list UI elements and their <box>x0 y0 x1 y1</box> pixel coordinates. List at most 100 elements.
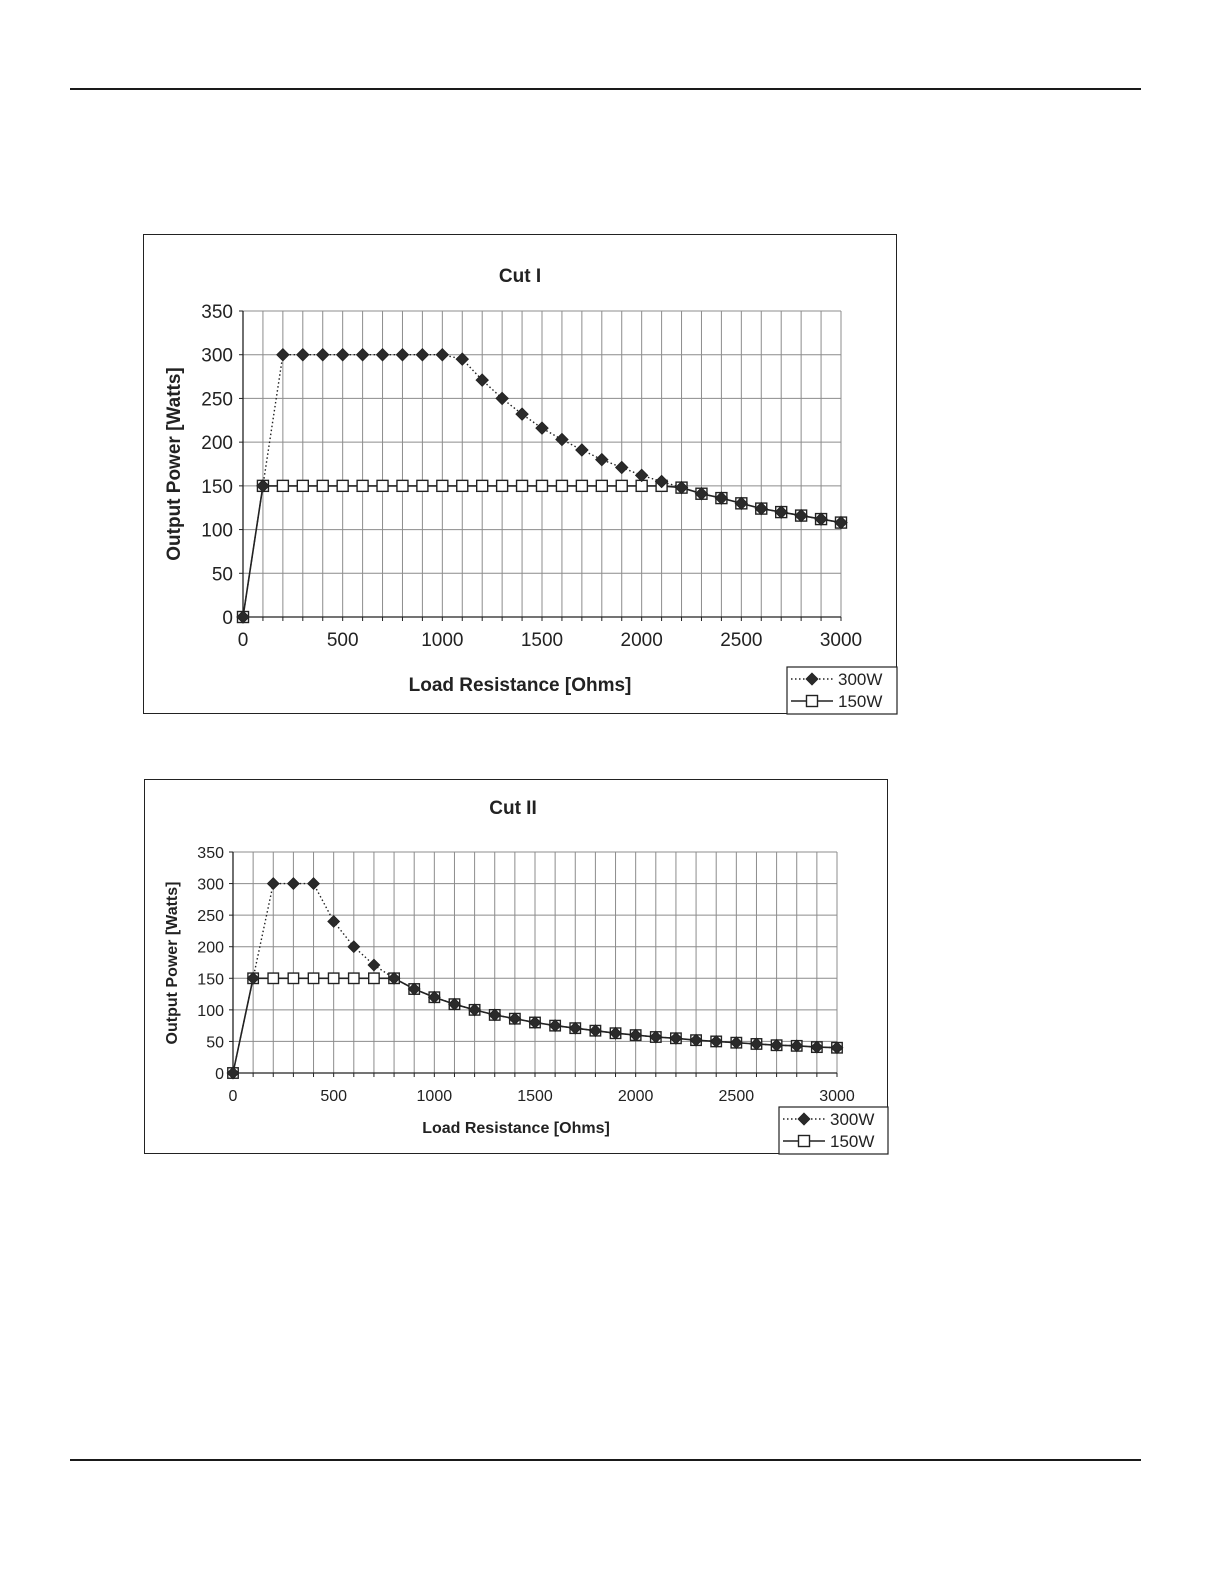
chart-2-legend-marker <box>797 1112 811 1126</box>
chart-1-point-150W <box>515 479 529 493</box>
chart-1-point-300W <box>355 347 370 362</box>
chart-1-point-300W <box>335 347 350 362</box>
chart-1-legend-label: 300W <box>838 670 882 689</box>
chart-1-point-300W <box>515 407 529 421</box>
chart-1-y-tick-label: 200 <box>201 433 233 454</box>
chart-2-point-300W <box>407 982 421 996</box>
chart-2-point-300W <box>709 1034 723 1048</box>
chart-1-x-axis-title: Load Resistance [Ohms] <box>409 675 632 696</box>
chart-1-point-150W <box>535 479 549 493</box>
chart-2-point-300W <box>468 1003 482 1017</box>
chart-2-x-tick-label: 1000 <box>417 1088 453 1105</box>
chart-2-grid <box>232 851 838 1074</box>
chart-2-point-300W <box>649 1030 663 1044</box>
chart-1-legend: 300W 150W <box>786 666 898 715</box>
chart-cut-2-svg: Cut II0 500 1000 1500 2000 2500 30003503002502… <box>164 798 889 1155</box>
chart-2-point-300W <box>488 1008 502 1022</box>
chart-1-point-300W <box>395 347 410 362</box>
chart-1-point-300W <box>734 496 749 511</box>
chart-1-point-300W <box>315 347 330 362</box>
chart-2-legend: 300W 150W <box>778 1106 889 1155</box>
chart-2-point-150W <box>307 972 320 985</box>
chart-1-point-300W <box>754 501 769 516</box>
chart-1-point-300W <box>375 347 390 362</box>
chart-1-point-300W <box>654 474 669 489</box>
chart-1-y-axis-title: Output Power [Watts] <box>164 367 185 561</box>
footer-rule <box>70 1459 1141 1461</box>
chart-1-x-tick-label: 1500 <box>521 630 563 651</box>
chart-1-title: Cut I <box>499 266 541 287</box>
chart-2-y-tick-label: 250 <box>197 908 224 925</box>
chart-2-point-300W <box>508 1012 522 1026</box>
chart-2-point-300W <box>830 1041 844 1055</box>
chart-1-point-150W <box>555 479 569 493</box>
chart-2-point-150W <box>327 972 340 985</box>
chart-2-point-300W <box>689 1033 703 1047</box>
chart-1-y-tick-label: 300 <box>201 346 233 367</box>
chart-1-legend-marker <box>805 694 819 708</box>
chart-2-y-tick-label: 100 <box>197 1003 224 1020</box>
chart-1-point-300W <box>794 508 808 523</box>
chart-2-y-tick-label: 150 <box>197 971 224 988</box>
chart-1-point-300W <box>535 421 549 435</box>
chart-2-legend-label: 150W <box>830 1132 874 1151</box>
chart-cut-1: Cut I 0 500 1000 1500 2000 2500 3000 350 300 250 20… <box>143 234 898 715</box>
chart-1-x-tick-label: 0 <box>238 630 249 651</box>
header-rule <box>70 88 1141 90</box>
chart-2-point-300W <box>729 1036 743 1050</box>
chart-1-point-150W <box>575 479 589 493</box>
chart-1-y-tick-label: 150 <box>201 477 233 498</box>
chart-cut-1-svg: Cut I0 500 1000 1500 2000 2500 300035030025020… <box>164 266 898 715</box>
chart-1-point-300W <box>834 515 848 530</box>
chart-1-point-300W <box>774 505 788 519</box>
chart-1-point-300W <box>475 373 489 387</box>
chart-1-grid <box>242 310 842 618</box>
chart-2-point-300W <box>367 958 381 972</box>
chart-1-point-300W <box>555 432 569 447</box>
chart-1-x-tick-label: 3000 <box>820 630 862 651</box>
chart-2-point-300W <box>669 1031 683 1045</box>
chart-2-point-300W <box>427 990 441 1004</box>
chart-2-y-tick-label: 50 <box>206 1034 224 1051</box>
chart-1-point-150W <box>476 479 489 493</box>
chart-2-x-tick-label: 3000 <box>819 1088 855 1105</box>
chart-2-x-tick-label: 2000 <box>618 1088 654 1105</box>
chart-1-point-300W <box>415 347 430 362</box>
chart-1-point-300W <box>595 452 609 467</box>
chart-2-x-tick-label: 500 <box>320 1088 347 1105</box>
chart-1-y-tick-label: 50 <box>212 564 233 585</box>
chart-2-point-300W <box>588 1024 602 1038</box>
chart-1-point-300W <box>236 610 250 624</box>
chart-1-point-150W <box>456 479 469 493</box>
chart-1-point-300W <box>814 512 828 526</box>
chart-2-point-300W <box>790 1039 804 1053</box>
chart-1-legend-box <box>786 666 898 715</box>
chart-1-point-150W <box>595 479 608 493</box>
chart-1-point-150W <box>296 479 310 493</box>
chart-2-legend-label: 300W <box>830 1110 874 1129</box>
chart-2-point-300W <box>770 1038 784 1052</box>
chart-1-point-150W <box>615 479 628 493</box>
chart-2-point-150W <box>287 972 300 985</box>
chart-2-x-tick-label: 0 <box>229 1088 238 1105</box>
chart-2-legend-marker <box>797 1134 811 1148</box>
chart-2-point-300W <box>266 877 280 891</box>
chart-1-series-300W-markers <box>236 347 848 624</box>
chart-1-y-tick-label: 350 <box>201 302 233 323</box>
chart-1-x-tick-label: 1000 <box>421 630 463 651</box>
chart-2-point-300W <box>548 1019 562 1033</box>
chart-1-point-300W <box>256 479 270 493</box>
chart-2-x-axis-title: Load Resistance [Ohms] <box>422 1120 610 1137</box>
chart-1-point-150W <box>356 479 369 493</box>
chart-2-point-300W <box>327 915 341 928</box>
chart-1-point-300W <box>435 347 450 362</box>
chart-2-point-300W <box>226 1066 240 1080</box>
chart-1-point-300W <box>495 391 509 406</box>
chart-1-y-tick-label: 250 <box>201 389 233 410</box>
chart-2-point-300W <box>347 940 361 954</box>
chart-2-point-300W <box>609 1026 622 1040</box>
chart-2-x-tick-label: 1500 <box>517 1088 553 1105</box>
chart-1-point-150W <box>436 479 449 493</box>
chart-1-point-300W <box>296 347 310 362</box>
chart-2-y-tick-label: 350 <box>197 845 224 862</box>
